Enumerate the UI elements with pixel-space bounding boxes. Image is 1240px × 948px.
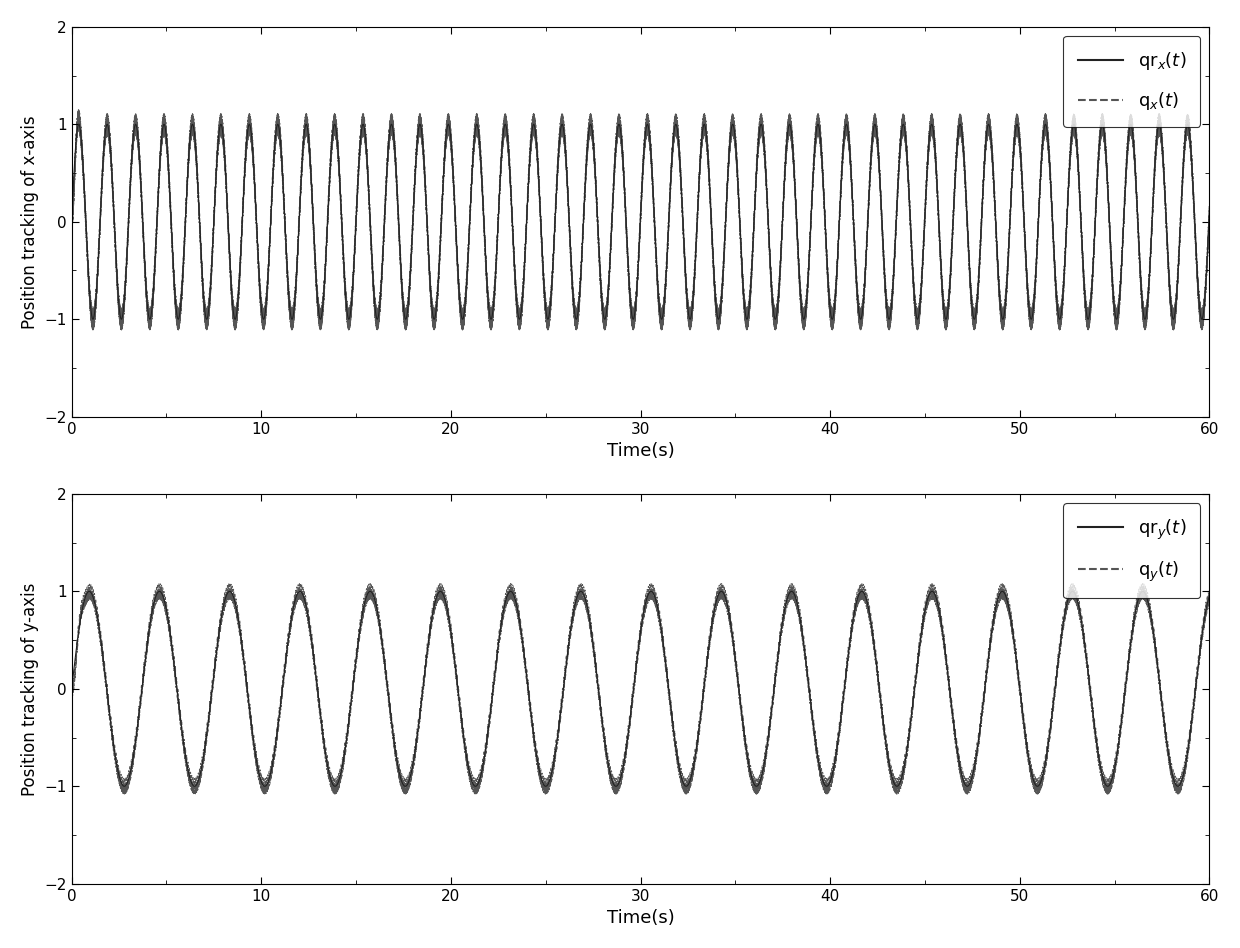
- Y-axis label: Position tracking of x-axis: Position tracking of x-axis: [21, 115, 38, 329]
- X-axis label: Time(s): Time(s): [606, 442, 675, 460]
- Y-axis label: Position tracking of y-axis: Position tracking of y-axis: [21, 582, 38, 795]
- X-axis label: Time(s): Time(s): [606, 909, 675, 927]
- Legend: $\mathrm{qr}_y(t)$, $\mathrm{q}_y(t)$: $\mathrm{qr}_y(t)$, $\mathrm{q}_y(t)$: [1064, 503, 1200, 598]
- Legend: $\mathrm{qr}_x(t)$, $\mathrm{q}_x(t)$: $\mathrm{qr}_x(t)$, $\mathrm{q}_x(t)$: [1064, 36, 1200, 127]
